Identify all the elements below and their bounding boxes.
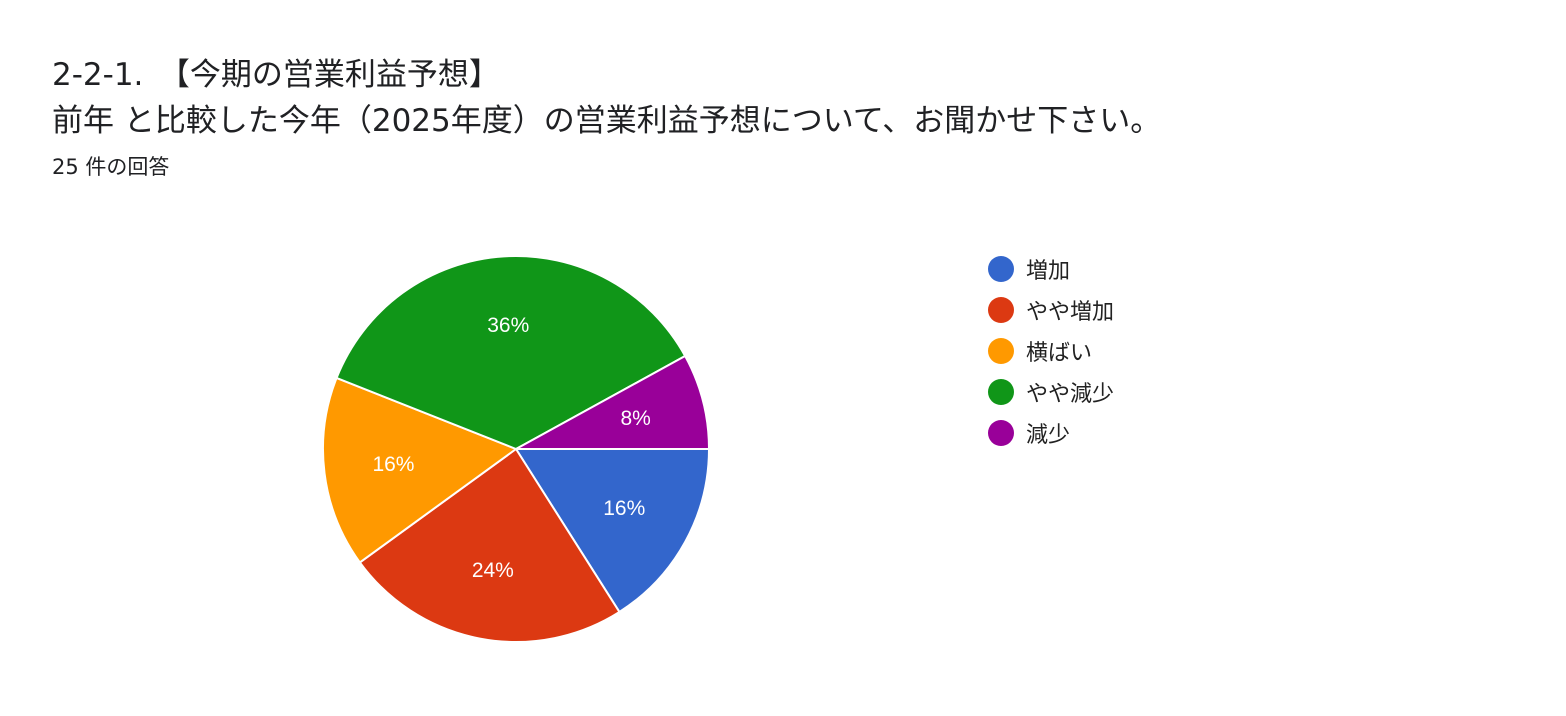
- legend-item-1: 増加: [988, 248, 1114, 289]
- legend-swatch-2: [988, 296, 1014, 323]
- question-text: 前年 と比較した今年（2025年度）の営業利益予想について、お聞かせ下さい。: [52, 103, 1162, 139]
- chart-legend: 増加やや増加横ばいやや減少減少: [988, 248, 1114, 453]
- legend-label-5: 減少: [1026, 422, 1071, 448]
- legend-item-2: やや増加: [988, 289, 1114, 330]
- legend-label-1: 増加: [1026, 258, 1071, 284]
- legend-item-3: 横ばい: [988, 330, 1114, 371]
- legend-swatch-3: [988, 337, 1014, 364]
- legend-label-3: 横ばい: [1026, 340, 1093, 366]
- pie-slice-2: [358, 447, 621, 643]
- legend-label-4: やや減少: [1026, 381, 1115, 407]
- pie-slice-label-5: 8%: [620, 407, 650, 430]
- chart-header: 2-2-1. 【今期の営業利益予想】 前年 と比較した今年（2025年度）の営業…: [52, 52, 1532, 182]
- question-title: 2-2-1. 【今期の営業利益予想】: [52, 57, 500, 93]
- pie-slice-3: [322, 376, 519, 564]
- pie-slice-1: [514, 448, 711, 614]
- legend-item-5: 減少: [988, 412, 1114, 453]
- pie-slice-5: [515, 354, 711, 450]
- pie-slice-4: [335, 255, 687, 451]
- legend-label-2: やや増加: [1026, 299, 1115, 325]
- legend-swatch-5: [988, 419, 1014, 446]
- legend-swatch-4: [988, 378, 1014, 405]
- pie-slice-label-2: 24%: [472, 559, 514, 582]
- pie-slice-label-3: 16%: [372, 453, 414, 476]
- legend-swatch-1: [988, 255, 1014, 282]
- pie-slice-label-4: 36%: [487, 314, 529, 337]
- pie-slice-label-1: 16%: [603, 497, 645, 520]
- legend-item-4: やや減少: [988, 371, 1114, 412]
- pie-chart-svg: 16% 24% 16% 36% 8%: [322, 255, 711, 643]
- pie-chart: 16% 24% 16% 36% 8%: [318, 250, 718, 650]
- response-count: 25 件の回答: [52, 155, 170, 179]
